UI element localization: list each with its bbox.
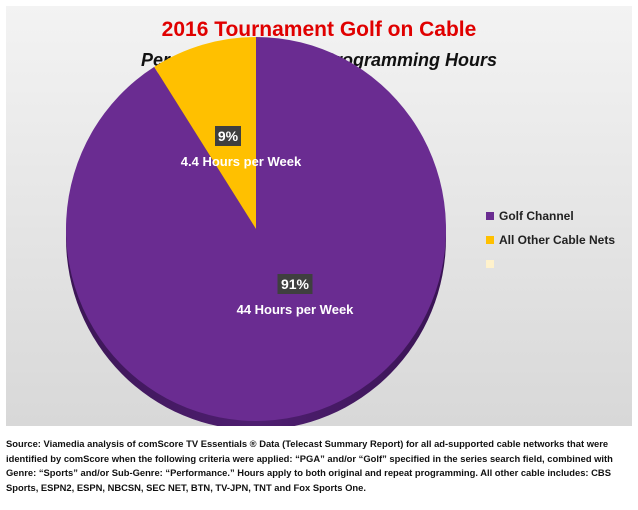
legend-label-golf-channel: Golf Channel [499,209,574,223]
pie-slice-all-other-cable-nets [154,37,256,229]
legend-label-all-other-cable-nets: All Other Cable Nets [499,233,616,247]
legend-swatch-golf-channel [486,212,494,220]
legend-item-golf-channel: Golf Channel [486,204,615,228]
percent-label-box-golf-channel [277,274,313,294]
pie-slice-golf-channel [65,37,446,421]
percent-label-golf-channel: 91% [281,276,310,292]
pie-chart: 91% 44 Hours per Week 9% 4.4 Hours per Week [65,37,446,426]
chart-area: 2016 Tournament Golf on Cable Percentage… [6,6,632,426]
legend-item-empty [486,252,615,276]
percent-label-box-all-other-cable-nets [215,126,241,146]
hours-label-all-other-cable-nets: 4.4 Hours per Week [181,154,302,169]
source-note: Source: Viamedia analysis of comScore TV… [6,438,613,493]
legend-swatch-all-other-cable-nets [486,236,494,244]
hours-label-golf-channel: 44 Hours per Week [237,302,355,317]
chart-legend: Golf Channel All Other Cable Nets [486,204,615,276]
percent-label-all-other-cable-nets: 9% [218,128,239,144]
legend-swatch-empty [486,260,494,268]
chart-title: 2016 Tournament Golf on Cable [161,18,477,41]
legend-item-all-other-cable-nets: All Other Cable Nets [486,228,615,252]
